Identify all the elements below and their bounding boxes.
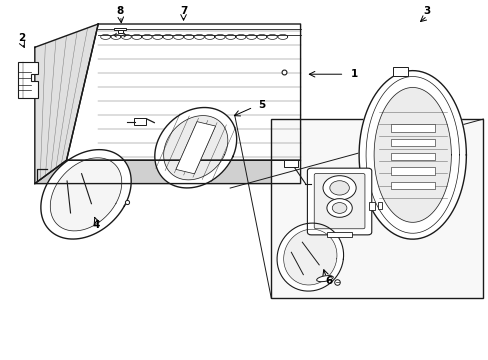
Polygon shape <box>118 30 122 33</box>
Circle shape <box>329 181 348 195</box>
FancyBboxPatch shape <box>314 174 364 229</box>
Bar <box>377 202 381 210</box>
Bar <box>368 202 374 211</box>
Polygon shape <box>18 62 38 98</box>
Polygon shape <box>176 122 215 174</box>
Polygon shape <box>358 71 466 239</box>
FancyBboxPatch shape <box>134 118 146 125</box>
Polygon shape <box>373 87 450 222</box>
Polygon shape <box>114 28 126 30</box>
Circle shape <box>326 199 351 217</box>
Polygon shape <box>390 182 434 189</box>
Polygon shape <box>390 139 434 146</box>
Polygon shape <box>283 160 298 167</box>
Polygon shape <box>390 153 434 160</box>
Text: 7: 7 <box>180 6 187 17</box>
Polygon shape <box>283 229 336 285</box>
Circle shape <box>323 176 355 200</box>
Bar <box>271 119 483 298</box>
Ellipse shape <box>316 275 332 282</box>
Polygon shape <box>390 125 434 132</box>
Polygon shape <box>50 158 122 231</box>
FancyBboxPatch shape <box>307 168 371 235</box>
Text: 8: 8 <box>116 6 123 17</box>
Circle shape <box>331 203 346 213</box>
Text: 1: 1 <box>350 69 357 79</box>
Text: 2: 2 <box>19 33 26 43</box>
Polygon shape <box>392 67 407 76</box>
Text: 6: 6 <box>325 276 332 286</box>
Text: 3: 3 <box>423 6 430 17</box>
Polygon shape <box>41 150 131 239</box>
Polygon shape <box>155 108 236 188</box>
Polygon shape <box>390 167 434 175</box>
Polygon shape <box>35 24 98 184</box>
Polygon shape <box>277 223 343 291</box>
Polygon shape <box>327 232 351 237</box>
Text: 4: 4 <box>92 220 99 230</box>
Polygon shape <box>35 160 300 184</box>
Polygon shape <box>66 24 300 160</box>
Polygon shape <box>163 116 227 180</box>
Text: 5: 5 <box>257 100 264 110</box>
